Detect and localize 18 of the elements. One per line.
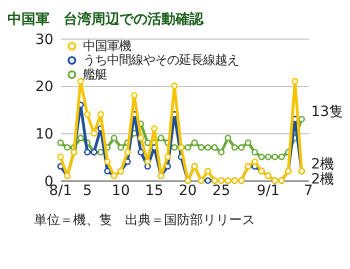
x-tick-label: 7 — [304, 182, 313, 199]
annotation: 13隻 — [311, 104, 344, 120]
x-tick-label: 9/1 — [256, 182, 280, 199]
x-tick-label: 25 — [212, 182, 230, 199]
y-tick-label: 20 — [35, 79, 54, 96]
x-tick-label: 5 — [82, 182, 92, 199]
annotation: 2機 — [311, 171, 334, 188]
legend-label: 艦艇 — [83, 67, 108, 82]
y-tick-label: 30 — [35, 32, 54, 48]
y-tick-label: 10 — [35, 126, 54, 142]
text: 単位＝機、隻 出典＝国防部リリース — [34, 213, 256, 228]
legend-label: 中国軍機 — [83, 39, 132, 54]
legend-label: うち中間線やその延長線越え — [83, 53, 240, 68]
chart-title: 中国軍 台湾周辺での活動確認 — [8, 10, 205, 28]
x-tick-label: 10 — [112, 182, 130, 199]
x-tick-label: 15 — [145, 182, 164, 199]
x-tick-label: 20 — [178, 182, 197, 199]
annotation: 2機 — [311, 156, 334, 172]
